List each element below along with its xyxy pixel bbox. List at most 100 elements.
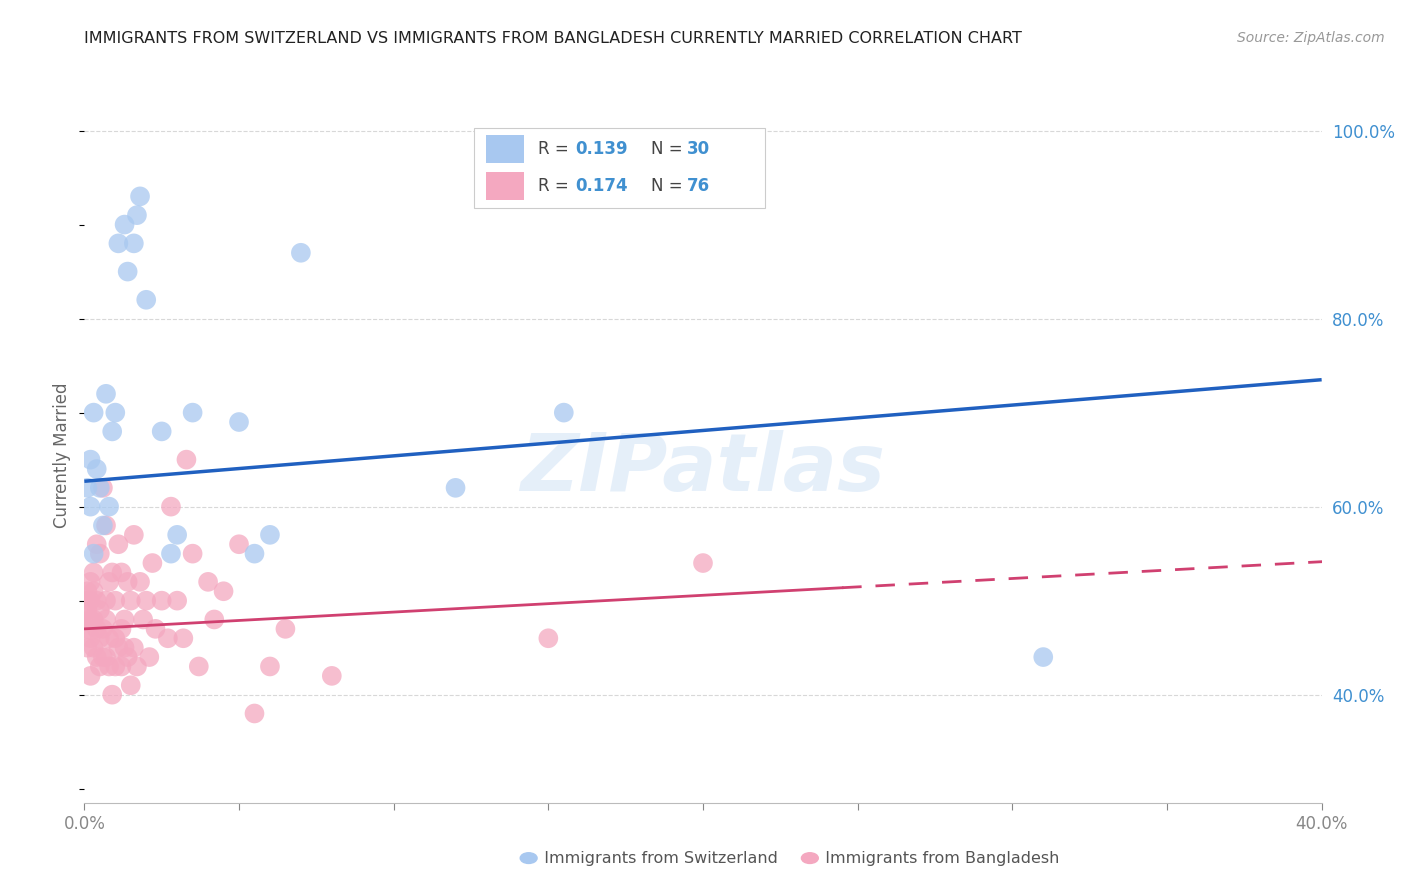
FancyBboxPatch shape: [486, 135, 523, 162]
Point: [110, 622, 132, 636]
Point: [76, 603, 98, 617]
Y-axis label: Currently Married: Currently Married: [53, 382, 72, 528]
Point: [125, 659, 148, 673]
Point: [107, 236, 129, 251]
Point: [94, 612, 117, 626]
Point: [76, 481, 98, 495]
Point: [76, 593, 98, 607]
Point: [176, 452, 198, 467]
Point: [228, 415, 250, 429]
Point: [89, 632, 111, 646]
Point: [135, 593, 157, 607]
Point: [243, 706, 266, 721]
Point: [83, 640, 105, 655]
Point: [107, 537, 129, 551]
Point: [83, 584, 105, 599]
Text: IMMIGRANTS FROM SWITZERLAND VS IMMIGRANTS FROM BANGLADESH CURRENTLY MARRIED CORR: IMMIGRANTS FROM SWITZERLAND VS IMMIGRANT…: [84, 31, 1022, 46]
Text: Source: ZipAtlas.com: Source: ZipAtlas.com: [1237, 31, 1385, 45]
Point: [86, 622, 108, 636]
Point: [290, 245, 312, 260]
Point: [104, 632, 127, 646]
Point: [79, 500, 101, 514]
Point: [553, 406, 575, 420]
Text: 0.139: 0.139: [575, 140, 628, 158]
Point: [83, 612, 105, 626]
Point: [79, 574, 101, 589]
Point: [89, 547, 111, 561]
Point: [259, 528, 281, 542]
Point: [120, 678, 142, 692]
Point: [156, 632, 179, 646]
Text: N =: N =: [651, 140, 688, 158]
Point: [83, 406, 105, 420]
Point: [212, 584, 235, 599]
Point: [89, 481, 111, 495]
Point: [91, 650, 114, 665]
Point: [129, 574, 152, 589]
Point: [101, 688, 124, 702]
Point: [172, 632, 194, 646]
Point: [76, 640, 98, 655]
Point: [110, 659, 132, 673]
Point: [160, 500, 183, 514]
Text: R =: R =: [538, 140, 575, 158]
Point: [141, 556, 163, 570]
Text: Immigrants from Switzerland: Immigrants from Switzerland: [534, 851, 778, 865]
Point: [101, 425, 124, 439]
Point: [117, 574, 139, 589]
Point: [110, 566, 132, 580]
Text: 76: 76: [688, 177, 710, 194]
Text: N =: N =: [651, 177, 688, 194]
Point: [79, 612, 101, 626]
Point: [107, 640, 129, 655]
Point: [197, 574, 219, 589]
Point: [98, 659, 121, 673]
Point: [122, 640, 145, 655]
Point: [94, 518, 117, 533]
Point: [79, 632, 101, 646]
Point: [76, 622, 98, 636]
Point: [166, 593, 188, 607]
Point: [138, 650, 160, 665]
Point: [114, 640, 136, 655]
Point: [228, 537, 250, 551]
Point: [129, 189, 152, 203]
Point: [98, 632, 121, 646]
Point: [181, 547, 204, 561]
Point: [104, 659, 127, 673]
Point: [101, 566, 124, 580]
Point: [120, 593, 142, 607]
Point: [259, 659, 281, 673]
Point: [187, 659, 209, 673]
Point: [89, 659, 111, 673]
Point: [104, 593, 127, 607]
Point: [274, 622, 297, 636]
FancyBboxPatch shape: [474, 128, 765, 208]
Point: [114, 218, 136, 232]
Point: [125, 208, 148, 222]
Point: [537, 632, 560, 646]
Point: [150, 425, 173, 439]
Point: [150, 593, 173, 607]
Point: [243, 547, 266, 561]
Point: [86, 462, 108, 476]
Point: [692, 556, 714, 570]
Point: [166, 528, 188, 542]
Point: [76, 584, 98, 599]
Point: [83, 566, 105, 580]
Text: R =: R =: [538, 177, 575, 194]
FancyBboxPatch shape: [486, 172, 523, 200]
Point: [122, 236, 145, 251]
Point: [89, 603, 111, 617]
Point: [86, 650, 108, 665]
Point: [132, 612, 155, 626]
Text: 30: 30: [688, 140, 710, 158]
Point: [122, 528, 145, 542]
Point: [114, 612, 136, 626]
Point: [202, 612, 225, 626]
Point: [83, 547, 105, 561]
Point: [79, 593, 101, 607]
Point: [76, 612, 98, 626]
Point: [117, 264, 139, 278]
Point: [86, 537, 108, 551]
